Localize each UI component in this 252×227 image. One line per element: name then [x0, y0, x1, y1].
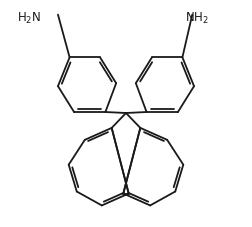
Text: H$_2$N: H$_2$N — [17, 11, 41, 26]
Text: NH$_2$: NH$_2$ — [185, 11, 209, 26]
